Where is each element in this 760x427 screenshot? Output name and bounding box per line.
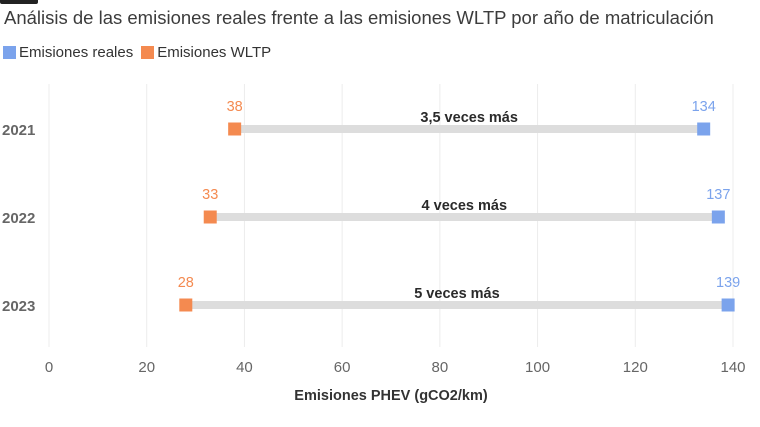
row-2021: 2021 38 134 3,5 veces más — [2, 99, 716, 139]
chart-subtitle: Análisis de las emisiones reales frente … — [4, 7, 714, 28]
x-tick-labels: 0 20 40 60 80 100 120 140 — [45, 359, 746, 376]
point-wltp[interactable] — [203, 210, 217, 224]
clipped-title-fragment — [0, 0, 38, 4]
legend-label-reales: Emisiones reales — [19, 44, 134, 61]
data-label-wltp: 33 — [202, 187, 218, 203]
x-tick-label: 20 — [138, 359, 155, 376]
x-tick-label: 0 — [45, 359, 53, 376]
category-label: 2021 — [2, 122, 35, 139]
legend-label-wltp: Emisiones WLTP — [157, 44, 272, 61]
legend-swatch-wltp — [141, 46, 155, 59]
point-wltp[interactable] — [179, 298, 193, 312]
x-tick-label: 80 — [432, 359, 449, 376]
data-label-reales: 139 — [716, 275, 740, 291]
x-axis-title: Emisiones PHEV (gCO2/km) — [294, 388, 488, 404]
ratio-annotation: 3,5 veces más — [420, 110, 518, 126]
legend-item-wltp[interactable]: Emisiones WLTP — [141, 44, 271, 61]
legend-item-reales[interactable]: Emisiones reales — [3, 44, 133, 61]
point-reales[interactable] — [711, 210, 725, 224]
legend: Emisiones reales Emisiones WLTP — [3, 44, 279, 61]
x-tick-label: 40 — [236, 359, 253, 376]
ratio-annotation: 4 veces más — [422, 198, 507, 214]
legend-swatch-reales — [3, 46, 16, 59]
x-tick-label: 120 — [623, 359, 648, 376]
row-2022: 2022 33 137 4 veces más — [2, 187, 730, 227]
category-label: 2023 — [2, 298, 35, 315]
x-tick-label: 100 — [525, 359, 550, 376]
x-tick-label: 140 — [720, 359, 745, 376]
point-reales[interactable] — [697, 122, 711, 136]
data-label-reales: 137 — [706, 187, 730, 203]
data-label-wltp: 38 — [227, 99, 243, 115]
category-label: 2022 — [2, 210, 35, 227]
point-reales[interactable] — [721, 298, 735, 312]
data-label-reales: 134 — [692, 99, 716, 115]
x-tick-label: 60 — [334, 359, 351, 376]
ratio-annotation: 5 veces más — [414, 286, 499, 302]
rows-layer: 2021 38 134 3,5 veces más 2022 33 137 4 veces m… — [2, 99, 740, 315]
data-label-wltp: 28 — [178, 275, 194, 291]
point-wltp[interactable] — [228, 122, 242, 136]
row-2023: 2023 28 139 5 veces más — [2, 275, 740, 315]
